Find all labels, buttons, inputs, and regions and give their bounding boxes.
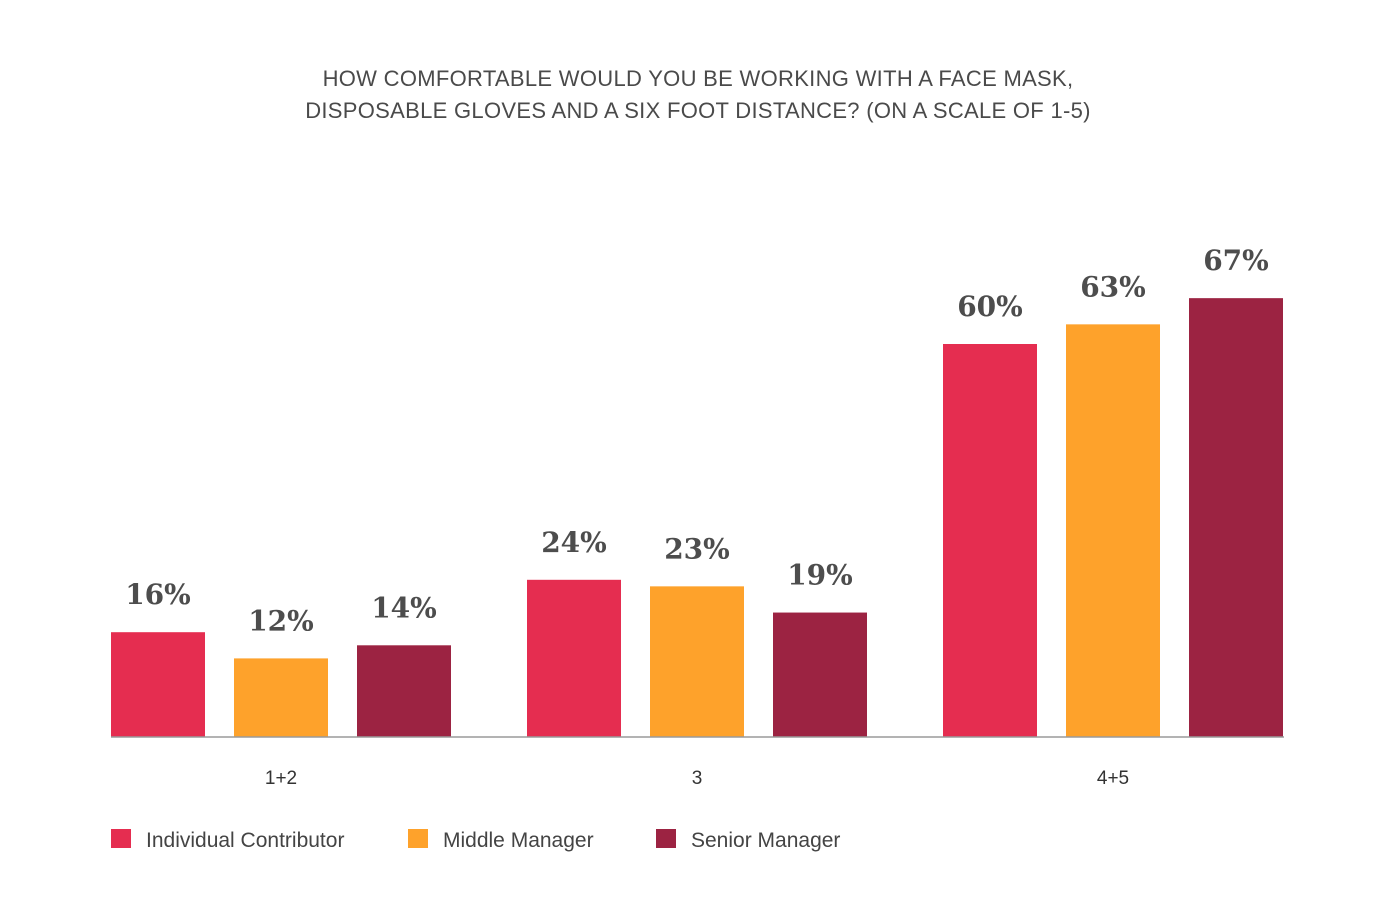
bar-value-label: 12%: [248, 604, 314, 637]
bar: [773, 612, 867, 737]
bar: [527, 579, 621, 737]
bar-value-label: 16%: [125, 578, 191, 611]
legend-swatch: [408, 829, 428, 848]
bar: [943, 344, 1037, 737]
legend-swatch: [111, 829, 131, 848]
legend-label: Senior Manager: [691, 829, 840, 852]
value-labels-group: 16% 12% 14% 24% 23% 19% 60% 63% 67%: [125, 244, 1269, 637]
bar-value-label: 63%: [1080, 270, 1146, 303]
category-label: 1+2: [265, 768, 297, 789]
bar-value-label: 14%: [371, 591, 437, 624]
bars-group: [111, 298, 1283, 737]
bar: [1066, 324, 1160, 737]
category-labels-group: 1+2 3 4+5: [265, 768, 1129, 789]
bar-value-label: 24%: [541, 526, 607, 559]
legend-swatch: [656, 829, 676, 848]
bar-value-label: 67%: [1203, 244, 1269, 277]
legend-label: Middle Manager: [443, 829, 594, 852]
category-label: 4+5: [1097, 768, 1129, 789]
category-label: 3: [692, 768, 703, 789]
legend-item: Individual Contributor: [111, 829, 344, 852]
bar-value-label: 60%: [957, 290, 1023, 323]
chart-title-line-2: DISPOSABLE GLOVES AND A SIX FOOT DISTANC…: [305, 98, 1091, 123]
bar-value-label: 23%: [664, 532, 730, 565]
chart-title: HOW COMFORTABLE WOULD YOU BE WORKING WIT…: [305, 66, 1091, 123]
bar: [650, 586, 744, 737]
bar: [357, 645, 451, 737]
legend-label: Individual Contributor: [146, 829, 344, 852]
chart-title-line-1: HOW COMFORTABLE WOULD YOU BE WORKING WIT…: [323, 66, 1074, 91]
bar-value-label: 19%: [787, 559, 853, 592]
legend-item: Senior Manager: [656, 829, 840, 852]
bar: [1189, 298, 1283, 737]
bar: [111, 632, 205, 737]
legend-item: Middle Manager: [408, 829, 594, 852]
legend: Individual Contributor Middle Manager Seni…: [111, 829, 840, 852]
bar: [234, 658, 328, 737]
